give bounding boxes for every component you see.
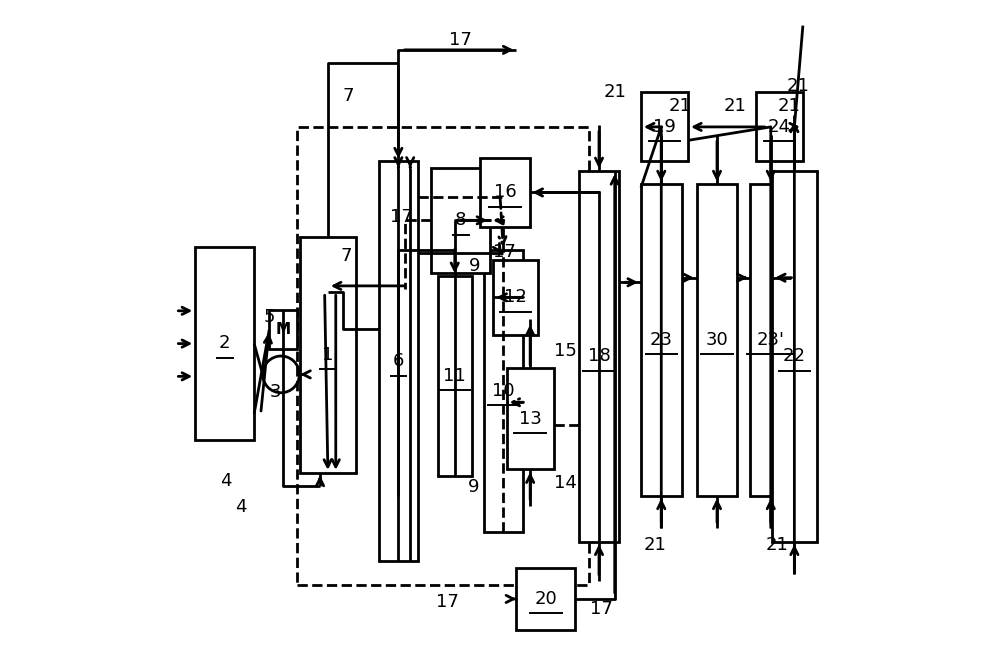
Text: 13: 13 <box>519 410 542 428</box>
Text: 17: 17 <box>493 243 516 261</box>
Text: 21: 21 <box>766 536 789 554</box>
Text: 3: 3 <box>269 383 281 401</box>
Text: 17: 17 <box>436 593 459 611</box>
Bar <box>300 237 356 473</box>
Text: 5: 5 <box>263 307 275 326</box>
Bar <box>195 246 254 440</box>
Bar <box>379 162 418 561</box>
Bar <box>772 171 817 541</box>
Bar <box>269 310 297 350</box>
Text: 7: 7 <box>340 248 352 265</box>
Bar <box>641 184 682 495</box>
Text: 24: 24 <box>768 118 791 136</box>
Text: 8: 8 <box>455 212 466 229</box>
Text: 15: 15 <box>554 342 577 361</box>
Text: 1: 1 <box>322 346 334 364</box>
Text: 21: 21 <box>643 536 666 554</box>
Text: 7: 7 <box>342 87 354 104</box>
Text: 16: 16 <box>494 183 516 202</box>
Text: 17: 17 <box>390 208 413 226</box>
Text: 21: 21 <box>786 77 809 95</box>
Text: 17: 17 <box>449 31 472 49</box>
Text: 20: 20 <box>535 590 557 608</box>
Text: 23: 23 <box>650 331 673 349</box>
Text: 21: 21 <box>778 97 801 114</box>
Bar <box>507 368 554 470</box>
Bar <box>297 127 589 585</box>
Text: 9: 9 <box>468 478 480 496</box>
Bar <box>641 93 688 162</box>
Text: 21: 21 <box>604 83 627 101</box>
Text: 10: 10 <box>492 382 515 399</box>
Text: 22: 22 <box>783 348 806 365</box>
Bar <box>579 171 619 541</box>
Bar <box>438 276 472 476</box>
Text: 30: 30 <box>706 331 728 349</box>
Text: 23': 23' <box>757 331 785 349</box>
Bar <box>750 184 791 495</box>
Bar <box>484 250 523 532</box>
Text: 9: 9 <box>469 258 481 275</box>
Text: 21: 21 <box>724 97 747 114</box>
Text: 4: 4 <box>220 472 232 489</box>
Bar <box>516 568 575 630</box>
Text: 12: 12 <box>504 288 527 306</box>
Text: 17: 17 <box>590 600 613 618</box>
Text: 21: 21 <box>668 97 691 114</box>
Text: 18: 18 <box>588 348 610 365</box>
Text: 19: 19 <box>653 118 676 136</box>
Text: 6: 6 <box>393 352 404 371</box>
Text: 4: 4 <box>235 498 247 516</box>
Bar <box>480 158 530 227</box>
Text: 14: 14 <box>554 474 577 491</box>
Text: 2: 2 <box>219 334 230 352</box>
Bar <box>697 184 737 495</box>
Bar <box>431 168 490 273</box>
Bar <box>493 260 538 335</box>
Text: M: M <box>275 323 291 337</box>
Text: 11: 11 <box>443 367 466 385</box>
Bar <box>756 93 803 162</box>
